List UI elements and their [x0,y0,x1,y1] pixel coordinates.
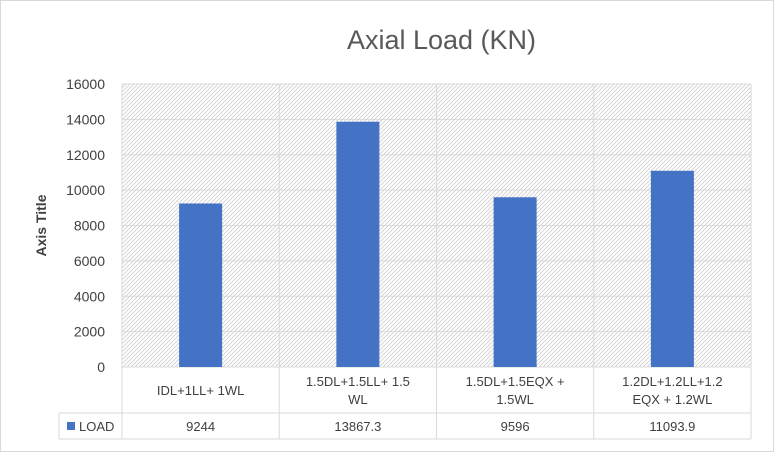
bar [179,203,223,367]
y-tick-label: 10000 [66,182,105,198]
labels-group: Axial Load (KN) Axis Title 0 2000 4000 6000 80… [33,25,723,407]
data-table-value: 11093.9 [649,419,695,434]
legend-swatch [67,422,75,430]
y-tick-label: 8000 [74,218,105,234]
y-tick-label: 12000 [66,147,105,163]
x-tick-label: 1.5DL+1.5LL+ 1.5 [306,374,410,389]
data-table-value: 9244 [186,419,215,434]
y-tick-label: 2000 [74,324,105,340]
y-tick-label: 4000 [74,288,105,304]
y-tick-label: 6000 [74,253,105,269]
y-tick-label: 14000 [66,111,105,127]
x-tick-label: WL [348,392,368,407]
x-tick-label: 1.5DL+1.5EQX + [466,374,565,389]
data-table-value: 13867.3 [334,419,381,434]
bars-group [179,121,694,367]
bar [650,170,694,367]
data-table-value: 9596 [501,419,530,434]
legend-label: LOAD [79,419,114,434]
x-tick-label: IDL+1LL+ 1WL [157,383,244,398]
y-tick-label: 0 [97,359,105,375]
plot-area [121,83,752,439]
bar [336,121,380,367]
bar [493,197,537,367]
y-axis-title: Axis Title [33,194,49,256]
x-tick-label: EQX + 1.2WL [632,392,712,407]
x-tick-label: 1.2DL+1.2LL+1.2 [622,374,722,389]
x-tick-label: 1.5WL [496,392,534,407]
y-tick-label: 16000 [66,76,105,92]
chart-title: Axial Load (KN) [347,25,536,55]
data-table: LOAD 9244 13867.3 9596 11093.9 [58,412,751,440]
